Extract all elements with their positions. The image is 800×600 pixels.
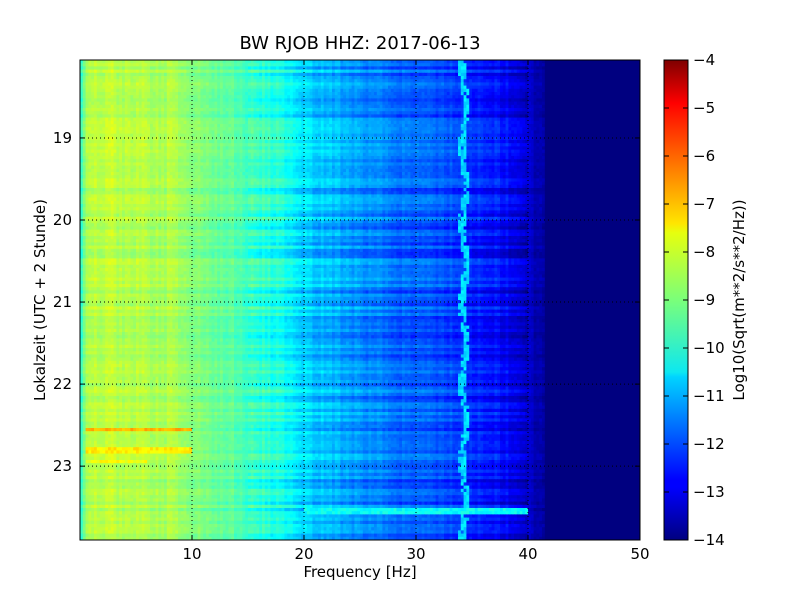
plot-area (80, 60, 641, 541)
chart-title: BW RJOB HHZ: 2017-06-13 (239, 33, 480, 54)
